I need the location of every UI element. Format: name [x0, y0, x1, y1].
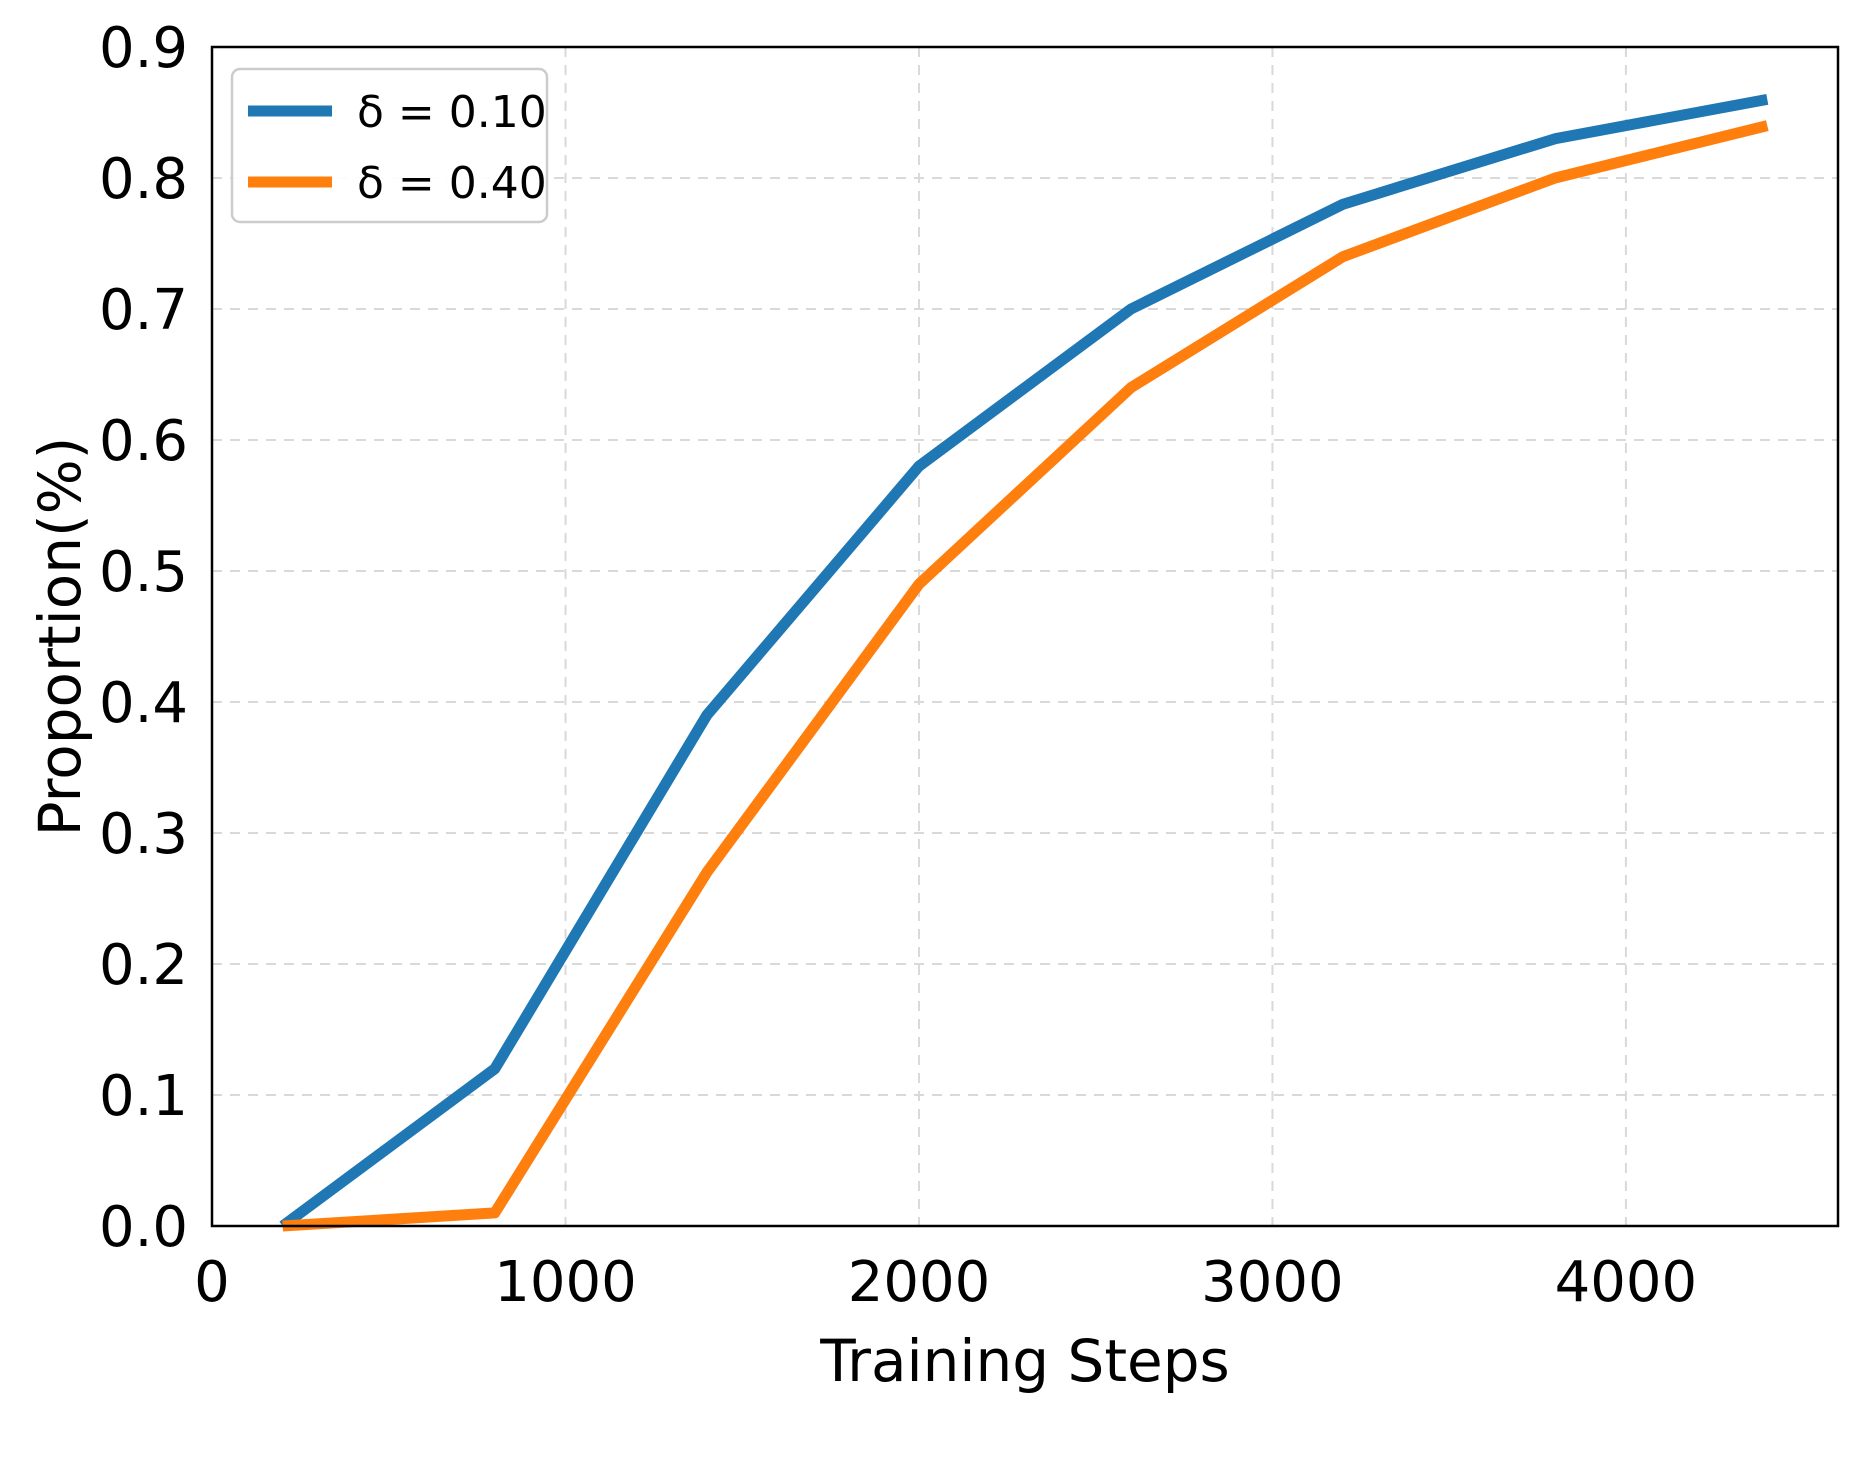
- x-tick-label: 2000: [848, 1250, 991, 1315]
- x-tick-label: 3000: [1201, 1250, 1344, 1315]
- y-tick-label: 0.2: [99, 933, 188, 998]
- legend-label-2: δ = 0.40: [357, 158, 547, 209]
- x-tick-label: 0: [194, 1250, 230, 1315]
- plot-frame: [210, 45, 1840, 1228]
- series-line-1: [279, 93, 1769, 1231]
- y-tick-label: 0.7: [99, 278, 188, 343]
- x-tick-label: 4000: [1555, 1250, 1698, 1315]
- x-tick-label: 1000: [494, 1250, 637, 1315]
- legend: δ = 0.10 δ = 0.40: [230, 67, 549, 224]
- y-tick-label: 0.1: [99, 1064, 188, 1129]
- legend-label-1: δ = 0.10: [357, 87, 547, 138]
- series-line-2: [282, 120, 1769, 1232]
- y-tick-label: 0.5: [99, 540, 188, 605]
- series-group: [279, 93, 1769, 1232]
- y-tick-label: 0.4: [99, 671, 188, 736]
- y-tick-label: 0.8: [99, 147, 188, 212]
- y-tick-label: 0.0: [99, 1195, 188, 1260]
- y-tick-label: 0.6: [99, 409, 188, 474]
- y-tick-label: 0.9: [99, 16, 188, 81]
- x-axis-title: Training Steps: [819, 1327, 1230, 1395]
- grid: [212, 47, 1838, 1226]
- y-tick-label: 0.3: [99, 802, 188, 867]
- y-axis-title: Proportion(%): [26, 437, 94, 837]
- ticks: 0 1000 2000 3000 4000 0.0 0.1 0.2 0.3 0.4 0.5 0.6 0.…: [99, 16, 1697, 1315]
